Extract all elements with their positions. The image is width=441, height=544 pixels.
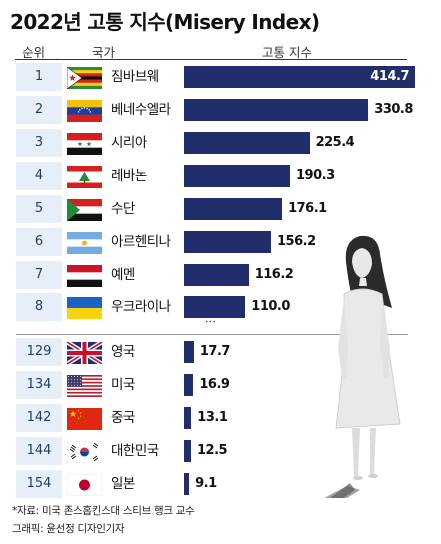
- ukraine-flag: [67, 297, 102, 319]
- data-label: 16.9: [199, 377, 230, 392]
- graphic-credit: 그래픽: 윤선정 디자인기자: [12, 523, 125, 535]
- data-label: 13.1: [197, 410, 228, 425]
- source-note: *자료: 미국 존스홉킨스대 스티브 행크 교수: [12, 505, 195, 517]
- chart-row: 5 수단 176.1: [16, 195, 416, 223]
- rank-label: 2: [16, 96, 62, 124]
- country-label: 중국: [111, 410, 135, 426]
- chart-row: 144 대한민국 12.5: [16, 437, 416, 465]
- country-label: 대한민국: [111, 443, 159, 459]
- bar: [184, 341, 194, 363]
- argentina-flag: [67, 232, 102, 254]
- chart-row: 129 영국 17.7: [16, 338, 416, 366]
- bar: [184, 99, 369, 121]
- bar: [184, 198, 283, 220]
- country-header: 국가: [92, 45, 116, 60]
- rank-label: 154: [16, 470, 62, 498]
- chart-row: 6 아르헨티나 156.2: [16, 228, 416, 256]
- yemen-flag: [67, 265, 102, 287]
- bar: [184, 264, 249, 286]
- rank-label: 144: [16, 437, 62, 465]
- country-label: 영국: [111, 344, 135, 360]
- country-label: 레바논: [111, 168, 147, 184]
- venezuela-flag: [67, 100, 102, 122]
- usa-flag: [67, 375, 102, 397]
- section-divider: [16, 334, 408, 335]
- country-label: 일본: [111, 476, 135, 492]
- uk-flag: [67, 342, 102, 364]
- bar: [184, 440, 191, 462]
- south-korea-flag: [67, 441, 102, 463]
- sudan-flag: [67, 199, 102, 221]
- rank-label: 7: [16, 261, 62, 289]
- data-label: 176.1: [288, 201, 327, 216]
- data-label: 190.3: [296, 168, 335, 183]
- bar: [184, 473, 190, 495]
- bar: [184, 407, 192, 429]
- chart-row: 3 시리아 225.4: [16, 129, 416, 157]
- chart-row: 4 레바논 190.3: [16, 162, 416, 190]
- country-label: 예멘: [111, 267, 135, 283]
- data-label: 110.0: [251, 299, 290, 314]
- chart-row: 2 베네수엘라 330.8: [16, 96, 416, 124]
- bar: [184, 374, 194, 396]
- chart-row: 154 일본 9.1: [16, 470, 416, 498]
- bar: [184, 66, 415, 88]
- chart-row: 1 짐바브웨 414.7: [16, 63, 416, 91]
- data-label: 414.7: [370, 69, 409, 84]
- ellipsis-mark: ⋮: [204, 316, 217, 327]
- country-label: 베네수엘라: [111, 102, 171, 118]
- rank-label: 3: [16, 129, 62, 157]
- rank-label: 8: [16, 293, 62, 321]
- bar: [184, 231, 271, 253]
- country-label: 아르헨티나: [111, 234, 171, 250]
- country-label: 미국: [111, 377, 135, 393]
- rank-label: 6: [16, 228, 62, 256]
- syria-flag: [67, 133, 102, 155]
- rank-label: 142: [16, 404, 62, 432]
- chart-row: 8 우크라이나 110.0: [16, 293, 416, 321]
- chart-row: 142 중국 13.1: [16, 404, 416, 432]
- header-divider: [15, 59, 407, 60]
- chart-row: 134 미국 16.9: [16, 371, 416, 399]
- rank-label: 5: [16, 195, 62, 223]
- data-label: 225.4: [315, 135, 355, 150]
- rank-label: 1: [16, 63, 62, 91]
- bar: [184, 165, 290, 187]
- zimbabwe-flag: [67, 67, 102, 89]
- country-label: 우크라이나: [111, 299, 171, 315]
- rank-label: 129: [16, 338, 62, 366]
- bar: [184, 132, 310, 154]
- chart-row: 7 예멘 116.2: [16, 261, 416, 289]
- country-label: 수단: [111, 201, 135, 217]
- country-label: 시리아: [111, 135, 147, 151]
- china-flag: [67, 408, 102, 430]
- data-label: 156.2: [277, 234, 316, 249]
- country-label: 짐바브웨: [111, 69, 159, 85]
- lebanon-flag: [67, 166, 102, 188]
- value-header: 고통 지수: [262, 45, 312, 60]
- data-label: 116.2: [254, 267, 294, 282]
- data-label: 12.5: [197, 443, 228, 458]
- chart-title: 2022년 고통 지수(Misery Index): [10, 10, 320, 34]
- rank-label: 4: [16, 162, 62, 190]
- bar: [184, 296, 246, 318]
- woman-illustration: [324, 235, 401, 498]
- rank-header: 순위: [22, 45, 46, 60]
- japan-flag: [67, 474, 102, 496]
- data-label: 330.8: [374, 102, 413, 117]
- data-label: 9.1: [195, 476, 217, 491]
- rank-label: 134: [16, 371, 62, 399]
- data-label: 17.7: [199, 344, 231, 359]
